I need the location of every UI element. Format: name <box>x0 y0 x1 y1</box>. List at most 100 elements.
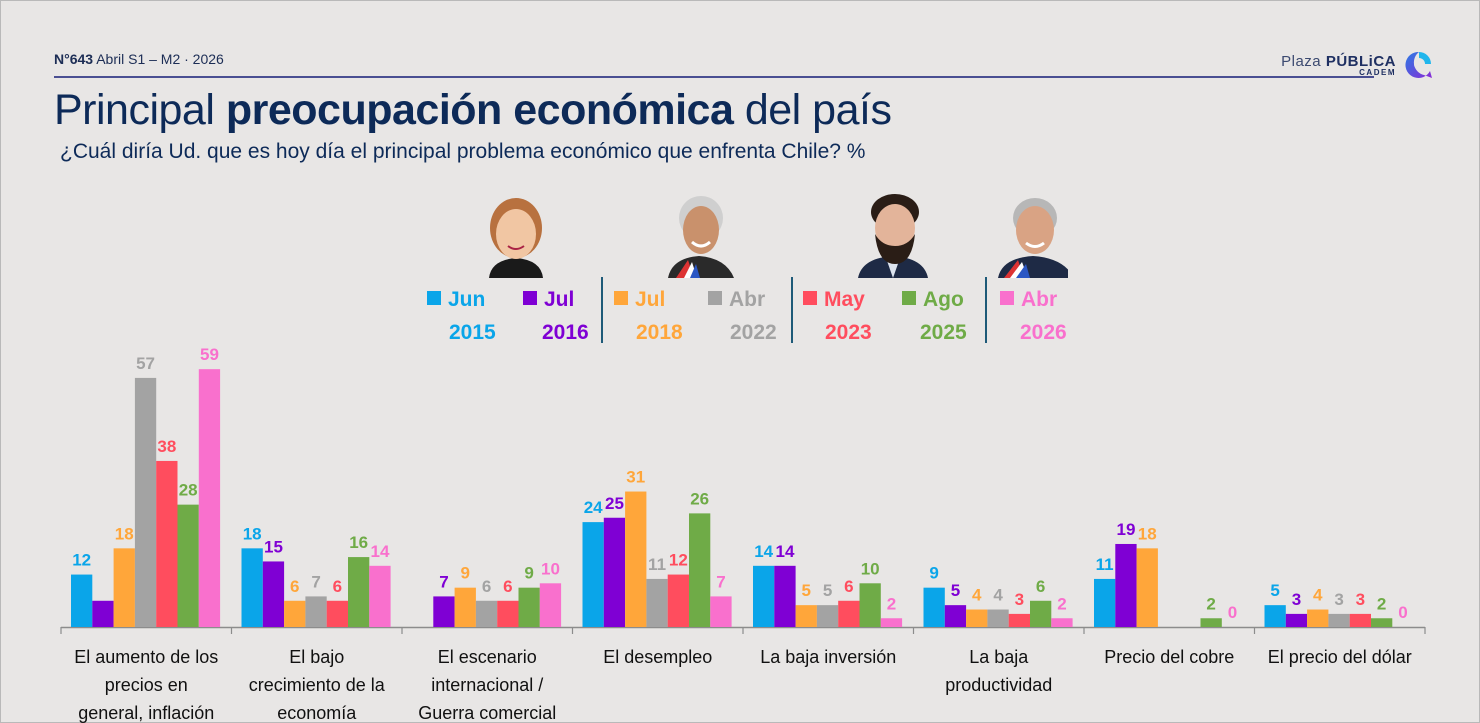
category-label-line: precios en <box>104 675 188 695</box>
bar-ago-2025-cat-6 <box>1200 618 1222 627</box>
data-label: 15 <box>264 537 283 556</box>
bar-jun-2015-cat-1 <box>241 548 263 627</box>
data-label: 5 <box>823 581 832 600</box>
person-portrait-icon <box>858 194 928 278</box>
data-label: 11 <box>1096 555 1114 574</box>
brand-logo-block: Plaza PÚBLiCA CADEM <box>1281 48 1434 82</box>
bar-jun-2015-cat-4 <box>753 565 775 627</box>
bar-jul-2018-cat-6 <box>1136 548 1158 627</box>
data-label: 2 <box>1057 594 1066 613</box>
data-label: 3 <box>1015 590 1024 609</box>
legend-item-abr-2022: Abr <box>708 288 765 312</box>
legend-item-abr-2026: Abr <box>1000 288 1057 312</box>
data-label: 0 <box>1228 603 1237 622</box>
bar-abr-2026-cat-3 <box>710 596 732 627</box>
data-label: 4 <box>1313 586 1323 605</box>
bar-jul-2016-cat-4 <box>774 565 796 627</box>
bar-ago-2025-cat-3 <box>689 513 711 627</box>
data-label: 2 <box>1377 594 1386 613</box>
page-title: Principal preocupación económica del paí… <box>54 86 892 135</box>
data-label: 6 <box>1036 577 1045 596</box>
data-label: 12 <box>72 551 91 570</box>
data-label: 3 <box>1292 590 1301 609</box>
category-label: El desempleo <box>572 643 744 671</box>
portrait-pinera <box>664 188 734 278</box>
bar-jul-2018-cat-0 <box>113 548 135 627</box>
legend-year-2023: 2023 <box>825 321 872 344</box>
legend-year-2022: 2022 <box>730 321 777 344</box>
bar-abr-2022-cat-3 <box>646 578 668 627</box>
bar-ago-2025-cat-1 <box>348 557 370 627</box>
bar-may-2023-cat-5 <box>1008 613 1030 627</box>
data-label: 6 <box>482 577 491 596</box>
data-label: 7 <box>439 572 448 591</box>
category-label-line: La baja inversión <box>760 647 897 667</box>
legend-swatch <box>614 291 628 305</box>
data-label: 31 <box>626 468 645 487</box>
category-label-line: internacional / <box>431 675 544 695</box>
legend-separator <box>791 277 793 343</box>
bar-abr-2026-cat-1 <box>369 565 391 627</box>
data-label: 14 <box>775 542 794 561</box>
bar-may-2023-cat-2 <box>497 600 519 627</box>
bar-abr-2022-cat-1 <box>305 596 327 627</box>
category-label-line: El desempleo <box>603 647 713 667</box>
bar-abr-2026-cat-2 <box>539 583 562 627</box>
data-label: 9 <box>461 564 470 583</box>
data-label: 6 <box>333 577 342 596</box>
legend-separator <box>985 277 987 343</box>
data-label: 2 <box>887 594 896 613</box>
legend-swatch <box>708 291 722 305</box>
bar-jul-2016-cat-2 <box>433 596 455 627</box>
data-label: 5 <box>802 581 811 600</box>
bar-jul-2018-cat-3 <box>625 491 647 627</box>
bar-jun-2015-cat-0 <box>71 574 93 627</box>
data-label: 3 <box>1334 590 1343 609</box>
data-label: 6 <box>503 577 512 596</box>
bar-may-2023-cat-1 <box>326 600 348 627</box>
bar-jun-2015-cat-6 <box>1094 578 1116 627</box>
bar-jul-2016-cat-0 <box>92 600 114 627</box>
data-label: 5 <box>1270 581 1279 600</box>
legend-item-ago-2025: Ago <box>902 288 964 312</box>
edition-number: N°643 <box>54 51 94 67</box>
data-label: 24 <box>584 498 603 517</box>
data-label: 26 <box>690 489 709 508</box>
category-label-line: El escenario <box>437 647 537 667</box>
legend-year-2018: 2018 <box>636 321 683 344</box>
legend-item-jul-2016: Jul <box>523 288 574 312</box>
bar-jul-2016-cat-6 <box>1115 543 1137 627</box>
bar-jul-2016-cat-3 <box>603 517 626 627</box>
bar-abr-2022-cat-5 <box>987 609 1009 627</box>
data-label: 12 <box>669 551 688 570</box>
bar-abr-2022-cat-4 <box>816 605 839 627</box>
legend-item-jun-2015: Jun <box>427 288 485 312</box>
bar-ago-2025-cat-7 <box>1371 618 1393 627</box>
legend-month: May <box>824 288 865 311</box>
category-label: Precio del cobre <box>1083 643 1255 671</box>
person-portrait-icon <box>668 196 734 278</box>
category-label-line: El bajo <box>289 647 345 667</box>
legend-month: Abr <box>729 288 766 311</box>
category-label-line: general, inflación <box>78 703 215 723</box>
title-pre: Principal <box>54 86 215 134</box>
data-label: 11 <box>648 555 666 574</box>
page-subtitle: ¿Cuál diría Ud. que es hoy día el princi… <box>60 140 866 163</box>
bar-ago-2025-cat-0 <box>177 504 199 627</box>
bar-abr-2022-cat-2 <box>475 600 498 627</box>
legend-year-2025: 2025 <box>920 321 967 344</box>
person-portrait-icon <box>998 198 1074 278</box>
bar-abr-2026-cat-5 <box>1051 618 1073 627</box>
brand-sub: CADEM <box>1359 68 1396 77</box>
data-label: 25 <box>605 494 624 513</box>
data-label: 18 <box>1138 524 1157 543</box>
data-label: 18 <box>243 524 262 543</box>
bar-jul-2018-cat-7 <box>1307 609 1329 627</box>
legend-swatch <box>1000 291 1014 305</box>
legend-year-2016: 2016 <box>542 321 589 344</box>
bar-jul-2016-cat-7 <box>1285 613 1308 627</box>
data-label: 7 <box>716 572 725 591</box>
category-label-line: productividad <box>945 675 1053 695</box>
bar-jun-2015-cat-5 <box>923 587 945 627</box>
